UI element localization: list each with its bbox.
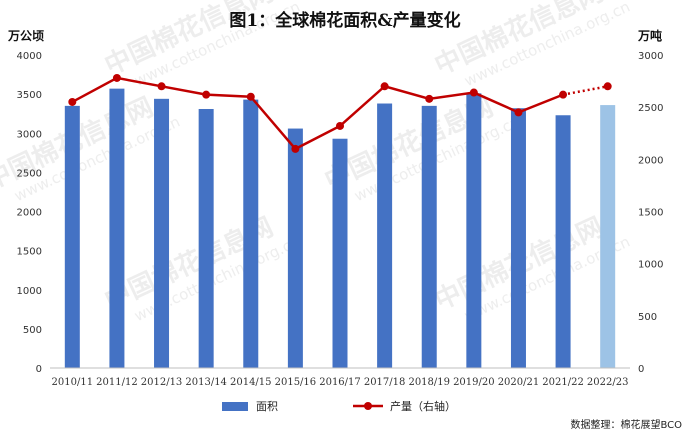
x-tick-label: 2019/20 [453,377,495,388]
production-point [202,90,211,99]
area-bar [332,138,348,368]
production-point [68,97,77,106]
right-tick-label: 2000 [638,155,663,166]
right-axis-ticks: 0 500 1000 1500 2000 2500 3000 [638,51,663,375]
area-bars [64,88,616,369]
area-bar [377,103,393,368]
area-bar [154,98,170,368]
x-tick-label: 2011/12 [96,377,138,388]
x-tick-label: 2010/11 [52,377,94,388]
left-axis-ticks: 0 500 1000 1500 2000 2500 3000 3500 4000 [17,51,42,375]
left-tick-label: 2500 [17,168,42,179]
right-tick-label: 1500 [638,208,663,219]
area-bar [421,105,437,369]
x-tick-label: 2022/23 [587,377,629,388]
left-tick-label: 2000 [17,208,42,219]
right-tick-label: 500 [638,312,657,323]
source-note: 数据整理：棉花展望BCO [570,418,682,431]
production-point [425,94,434,103]
left-tick-label: 3500 [17,90,42,101]
production-line [68,73,612,153]
left-axis-unit: 万公顷 [7,29,44,43]
left-tick-label: 0 [36,364,42,375]
x-axis-ticks: 2010/11 2011/12 2012/13 2013/14 2014/15 2015/… [52,377,629,388]
right-tick-label: 3000 [638,51,663,62]
legend-label-production: 产量（右轴） [390,399,456,413]
right-axis-unit: 万吨 [637,28,662,43]
x-tick-label: 2015/16 [275,377,317,388]
production-point [559,90,568,99]
right-tick-label: 1000 [638,260,663,271]
area-bar [243,99,259,368]
legend-swatch-area [222,402,248,411]
area-bar [109,88,125,369]
area-bar [198,108,214,369]
x-tick-label: 2020/21 [498,377,540,388]
right-tick-label: 2500 [638,103,663,114]
x-tick-label: 2017/18 [364,377,406,388]
legend-marker-production [364,402,372,410]
x-tick-label: 2013/14 [185,377,227,388]
legend-label-area: 面积 [256,400,278,413]
area-bar [510,108,526,369]
area-bar [64,105,80,369]
left-tick-label: 4000 [17,51,42,62]
production-point [246,92,255,101]
x-tick-label: 2014/15 [230,377,272,388]
production-point [336,121,344,130]
production-point [157,82,166,91]
production-line-solid [71,76,564,151]
production-point [380,82,389,91]
area-bar [555,115,571,368]
area-bar [466,93,482,368]
area-bar [287,128,303,368]
x-tick-label: 2012/13 [141,377,183,388]
chart-title: 图1：全球棉花面积&产量变化 [229,10,460,31]
production-point [291,144,300,153]
left-tick-label: 3000 [17,129,42,140]
production-point [603,82,612,91]
production-line-forecast [562,85,608,96]
area-bar [600,105,616,368]
production-point [469,88,478,97]
production-point [514,108,523,117]
left-tick-label: 1000 [17,286,42,297]
x-tick-label: 2018/19 [408,377,450,388]
x-tick-label: 2016/17 [319,377,361,388]
production-point [112,73,121,82]
legend: 面积 产量（右轴） [222,399,456,413]
left-tick-label: 1500 [17,247,42,258]
x-tick-label: 2021/22 [542,377,584,388]
left-tick-label: 500 [23,325,42,336]
right-tick-label: 0 [638,364,644,375]
